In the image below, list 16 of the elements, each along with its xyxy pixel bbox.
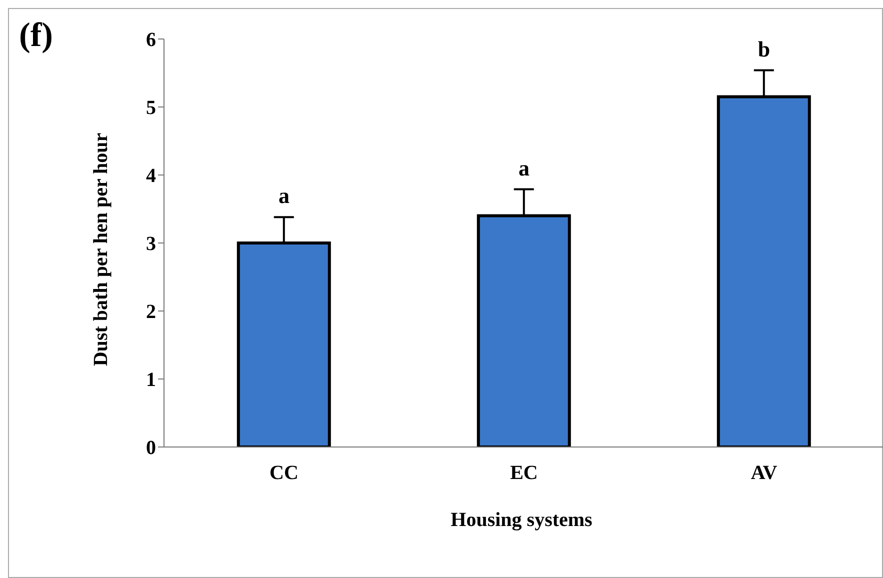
y-axis-title: Dust bath per hen per hour [90,132,114,366]
x-tick-label: EC [510,462,538,484]
x-axis-title: Housing systems [450,509,594,532]
annotation: b [758,36,770,62]
text: (f) [19,17,53,55]
y-tick-label: 0 [146,437,156,460]
y-tick-label: 3 [146,233,156,256]
x-tick-label: CC [270,462,298,484]
y-tick-label: 5 [146,97,156,120]
y-tick-label: 4 [146,165,156,188]
x-tick-label: AV [750,462,778,484]
y-tick-label: 6 [146,29,156,52]
annotation: a [278,183,290,208]
y-tick-label: 2 [146,301,156,324]
annotation: a [518,155,530,180]
y-tick-label: 1 [146,369,156,392]
